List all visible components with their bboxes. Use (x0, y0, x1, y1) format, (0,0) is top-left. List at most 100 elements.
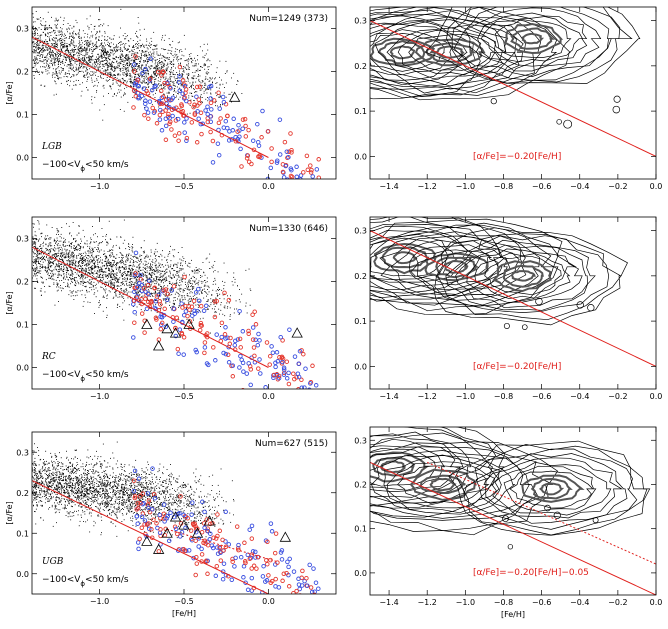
data-point (131, 335, 136, 340)
data-point (182, 548, 188, 554)
data-point (177, 327, 183, 332)
data-point (163, 116, 169, 121)
data-point (190, 500, 195, 505)
data-point (292, 354, 298, 359)
data-point (203, 333, 209, 338)
data-point (176, 79, 182, 85)
data-point (182, 95, 187, 100)
data-point (227, 129, 232, 134)
data-point (216, 120, 222, 126)
contour-line (507, 544, 514, 550)
data-point (286, 381, 292, 387)
data-point (296, 403, 300, 407)
data-point (133, 271, 138, 276)
data-point (276, 585, 282, 590)
contour-line (370, 230, 473, 283)
data-point (240, 117, 246, 122)
data-point (235, 545, 241, 551)
data-point (208, 129, 213, 135)
data-point (171, 306, 177, 311)
data-point (291, 371, 296, 376)
contour-line (370, 33, 446, 72)
data-point (295, 419, 299, 423)
data-point (280, 169, 286, 175)
triangle-marker (152, 340, 165, 351)
data-point (269, 344, 274, 349)
data-point (252, 309, 257, 314)
data-point (208, 114, 213, 119)
triangle-marker (152, 543, 165, 554)
data-point (316, 199, 320, 203)
data-point (282, 190, 286, 194)
data-point (165, 513, 170, 519)
data-point (196, 286, 201, 292)
data-point (299, 583, 305, 588)
contour-line (370, 23, 468, 81)
data-point (131, 488, 137, 494)
data-point (301, 351, 306, 357)
data-point (240, 126, 245, 131)
data-point (289, 150, 294, 155)
data-point (156, 549, 162, 554)
contour-line (370, 447, 437, 487)
y-tick-label: 0.3 (16, 448, 29, 457)
data-point (264, 578, 270, 583)
data-point (191, 298, 197, 304)
data-point (242, 540, 247, 546)
data-point (222, 332, 228, 337)
data-point (199, 529, 205, 535)
data-point (302, 385, 307, 389)
data-point (215, 512, 220, 517)
x-tick-label: −0.8 (494, 392, 513, 401)
data-point (218, 550, 223, 555)
contour-line (370, 29, 453, 76)
data-point (154, 121, 160, 126)
contour-line (380, 246, 430, 269)
data-point (304, 153, 310, 159)
data-point (179, 301, 184, 306)
contour-line (538, 482, 565, 496)
contour-line (466, 248, 583, 303)
data-point (228, 335, 233, 341)
contour-line (370, 225, 482, 290)
contour-line (477, 12, 588, 67)
contour-line (370, 37, 437, 68)
contour-line (370, 217, 504, 299)
data-point (215, 141, 221, 146)
data-point (315, 394, 319, 398)
data-point (179, 529, 185, 535)
data-point (256, 143, 262, 148)
data-point (223, 544, 229, 550)
data-point (223, 325, 228, 330)
data-point (265, 129, 271, 134)
data-point (313, 383, 319, 388)
data-point (309, 420, 313, 424)
data-point (178, 494, 183, 499)
data-point (167, 104, 172, 110)
x-tick-label: −0.6 (532, 598, 551, 607)
contour-line (437, 235, 610, 313)
data-point (137, 280, 142, 286)
data-point (314, 167, 320, 172)
data-point (271, 375, 276, 381)
data-point (203, 559, 209, 564)
data-point (286, 597, 290, 601)
lgb-scatter-vphi-label: −100<Vϕ<50 km/s (42, 160, 129, 173)
data-point (163, 108, 168, 113)
data-point (248, 555, 254, 561)
data-point (163, 137, 169, 143)
ugb-contour-dashed-line (426, 461, 656, 565)
data-point (303, 366, 308, 371)
x-tick-label: −1.4 (379, 392, 398, 401)
data-point (146, 498, 152, 503)
y-tick-label: 0.3 (16, 25, 29, 34)
data-point (152, 495, 158, 501)
data-point (151, 517, 156, 522)
data-point (208, 531, 213, 536)
data-point (238, 554, 244, 560)
lgb-scatter-fit-line (32, 36, 269, 158)
data-point (281, 571, 287, 577)
data-point (284, 359, 290, 364)
data-point (291, 569, 297, 574)
contour-line (377, 40, 426, 65)
